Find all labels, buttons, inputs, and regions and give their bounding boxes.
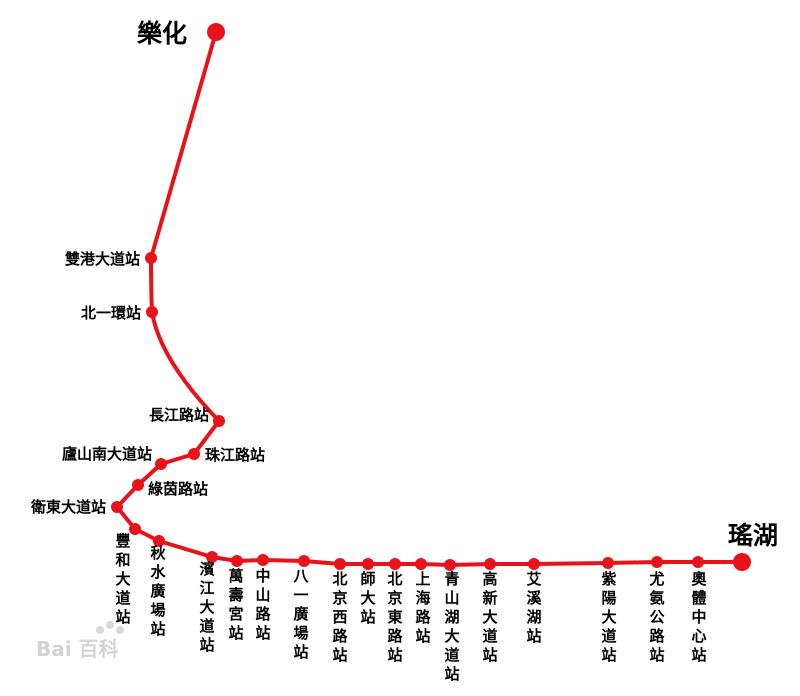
baike-watermark: Bai 百科: [36, 621, 124, 661]
station-label: 艾溪湖站: [526, 570, 542, 645]
station-label: 上海路站: [415, 570, 431, 645]
station-dot: [129, 523, 141, 535]
station-label: 北京東路站: [387, 570, 403, 664]
terminal-dot-east: [733, 553, 751, 571]
station-dot: [132, 479, 144, 491]
station-dot: [111, 501, 123, 513]
station-label: 雙港大道站: [65, 250, 140, 268]
station-label: 綠茵路站: [148, 480, 208, 498]
station-label: 濱江大道站: [199, 560, 214, 654]
metro-route-line: [115, 30, 744, 567]
station-dot: [153, 535, 165, 547]
station-dot: [444, 559, 456, 571]
terminal-dot-north: [207, 23, 225, 41]
station-dot: [334, 558, 346, 570]
station-dot: [415, 558, 427, 570]
station-label: 衛東大道站: [30, 498, 106, 516]
station-dot: [484, 558, 496, 570]
station-dot: [602, 557, 614, 569]
station-label: 長江路站: [149, 406, 209, 424]
station-dot: [231, 555, 243, 567]
station-dot: [145, 252, 157, 264]
station-dot: [651, 556, 663, 568]
station-dot: [146, 306, 158, 318]
station-label: 紫陽大道站: [601, 570, 616, 664]
station-dot: [206, 551, 218, 563]
station-label: 師大站: [360, 570, 375, 626]
station-dot: [528, 558, 540, 570]
terminal-label-east: 瑤湖: [728, 521, 778, 550]
station-label: 廬山南大道站: [62, 445, 152, 463]
station-label: 北一環站: [81, 304, 141, 322]
station-label: 中山路站: [255, 567, 271, 642]
station-dot: [362, 558, 374, 570]
station-dot: [298, 555, 310, 567]
station-dot: [389, 558, 401, 570]
station-label: 尤氨公路站: [649, 570, 665, 664]
station-label: 珠江路站: [205, 446, 265, 464]
station-label: 萬壽宮站: [228, 567, 243, 642]
station-label: 八一廣場站: [292, 567, 309, 661]
station-label: 奧體中心站: [691, 570, 707, 664]
station-label: 北京西路站: [332, 570, 348, 664]
station-label: 秋水廣場站: [150, 544, 166, 638]
station-dot: [692, 556, 704, 568]
watermark-text: Bai 百科: [36, 637, 119, 661]
station-dot: [155, 458, 167, 470]
station-label: 高新大道站: [482, 570, 497, 664]
station-dot: [213, 415, 225, 427]
station-label: 豐和大道站: [115, 532, 130, 626]
station-label: 青山湖大道站: [444, 570, 459, 683]
terminal-label-north: 樂化: [137, 19, 187, 48]
station-dot: [257, 554, 269, 566]
station-dot: [188, 448, 200, 460]
